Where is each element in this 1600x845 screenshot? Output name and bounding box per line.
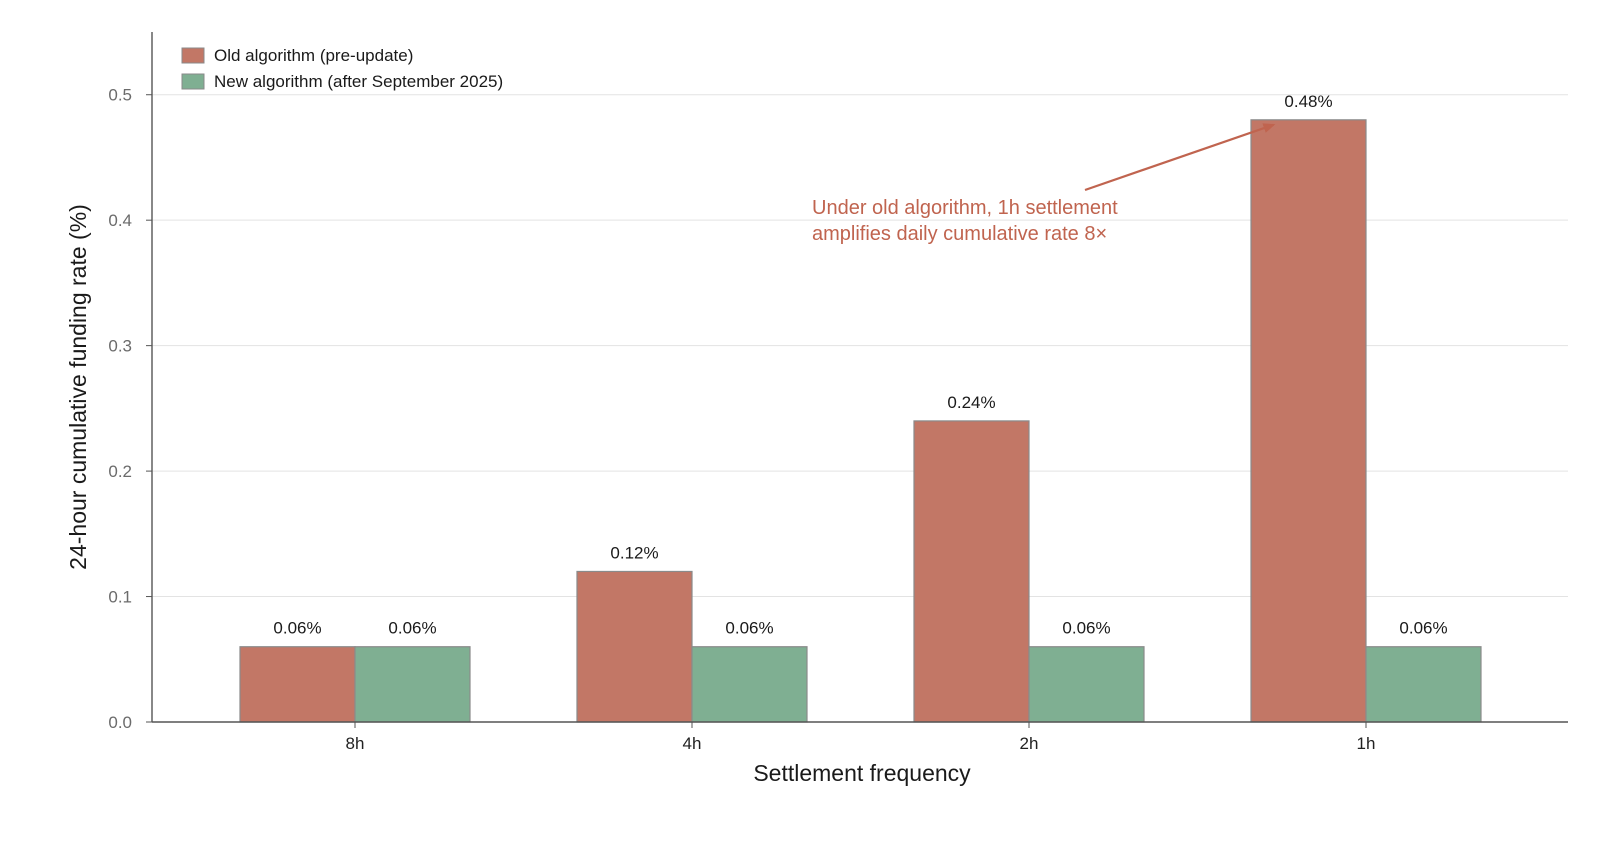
labels-layer: 0.06% 0.06% 0.12% 0.06% 0.24% 0.06% 0.48% 0.06% bbox=[273, 92, 1447, 638]
value-label: 0.24% bbox=[947, 393, 995, 412]
annotation-text-line: amplifies daily cumulative rate 8× bbox=[812, 223, 1107, 245]
bar-series0-4h bbox=[576, 570, 693, 723]
bar-series0-1h bbox=[1250, 119, 1367, 723]
axes-layer: 0.0 0.1 0.2 0.3 0.4 0.5 8h 4h 2h 1h Settlement fre… bbox=[65, 32, 1568, 786]
legend-label-series1: New algorithm (after September 2025) bbox=[214, 72, 503, 91]
value-label: 0.12% bbox=[610, 543, 658, 562]
x-tick-label: 1h bbox=[1357, 734, 1376, 753]
y-tick-label: 0.2 bbox=[108, 462, 132, 481]
x-tick-label: 4h bbox=[683, 734, 702, 753]
y-tick-label: 0.4 bbox=[108, 211, 132, 230]
x-tick-label: 8h bbox=[346, 734, 365, 753]
value-label: 0.06% bbox=[725, 619, 773, 638]
value-label: 0.06% bbox=[273, 619, 321, 638]
annotation-text-line: Under old algorithm, 1h settlement bbox=[812, 197, 1118, 219]
legend-label-series0: Old algorithm (pre-update) bbox=[214, 46, 413, 65]
y-axis-title: 24-hour cumulative funding rate (%) bbox=[65, 204, 91, 570]
value-label: 0.06% bbox=[388, 619, 436, 638]
legend-swatch-series1 bbox=[181, 73, 205, 90]
x-axis-title: Settlement frequency bbox=[753, 760, 971, 786]
bar-series1-1h bbox=[1365, 646, 1482, 723]
bar-series1-4h bbox=[691, 646, 808, 723]
y-tick-label: 0.1 bbox=[108, 588, 132, 607]
y-tick-label: 0.3 bbox=[108, 337, 132, 356]
x-tick-label: 2h bbox=[1020, 734, 1039, 753]
bar-series1-2h bbox=[1028, 646, 1145, 723]
bar-series1-8h bbox=[354, 646, 471, 723]
legend: Old algorithm (pre-update) New algorithm … bbox=[181, 46, 503, 91]
value-label: 0.06% bbox=[1399, 619, 1447, 638]
legend-swatch-series0 bbox=[181, 47, 205, 64]
bars-layer bbox=[239, 119, 1482, 723]
bar-series0-2h bbox=[913, 420, 1030, 723]
y-tick-label: 0.5 bbox=[108, 86, 132, 105]
bar-series0-8h bbox=[239, 646, 356, 723]
value-label: 0.48% bbox=[1284, 92, 1332, 111]
value-label: 0.06% bbox=[1062, 619, 1110, 638]
annotation-arrow bbox=[1084, 123, 1276, 192]
y-tick-label: 0.0 bbox=[108, 713, 132, 732]
annotation: Under old algorithm, 1h settlement amplif… bbox=[812, 123, 1276, 245]
